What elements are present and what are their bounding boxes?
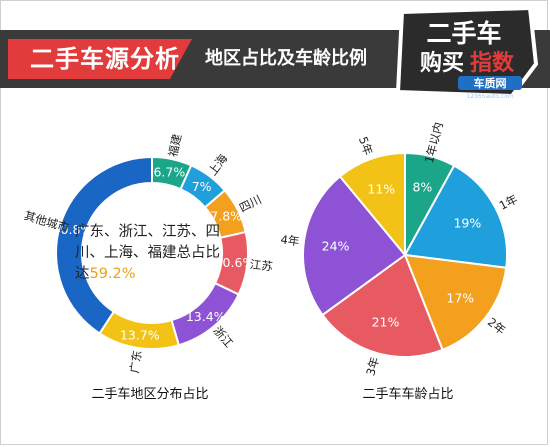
age-slice-4 bbox=[302, 174, 407, 317]
donut-center-note: 广东、浙江、江苏、四川、上海、福建总占比达59.2% bbox=[75, 222, 225, 285]
title-banner bbox=[8, 39, 192, 79]
region-slice-6 bbox=[55, 155, 153, 335]
region-value-label-6: 40.8% bbox=[53, 222, 93, 237]
age-value-label-5: 11% bbox=[367, 182, 395, 197]
age-slice-2 bbox=[403, 253, 508, 352]
region-chart-caption: 二手车地区分布占比 bbox=[91, 387, 209, 402]
age-category-label-0: 1年以内 bbox=[422, 121, 446, 165]
age-category-label-1: 1年 bbox=[497, 192, 520, 213]
age-value-label-0: 8% bbox=[412, 180, 432, 195]
region-category-label-0: 福建 bbox=[166, 132, 185, 158]
age-category-label-4: 4年 bbox=[280, 232, 300, 248]
age-category-label-3: 3年 bbox=[363, 355, 382, 377]
age-value-label-4: 24% bbox=[322, 239, 350, 254]
region-value-label-2: 7.8% bbox=[210, 208, 242, 223]
age-value-label-2: 17% bbox=[446, 290, 474, 305]
region-category-label-1: 上海 bbox=[205, 151, 230, 178]
logo-text-top: 二手车 bbox=[426, 19, 501, 48]
region-value-label-1: 7% bbox=[192, 179, 212, 194]
logo-text-buy: 购买 bbox=[420, 50, 464, 76]
region-category-label-4: 浙江 bbox=[210, 324, 236, 351]
center-note-text: 广东、浙江、江苏、四川、上海、福建总占比达 bbox=[75, 224, 220, 282]
page-subtitle: 地区占比及车龄比例 bbox=[205, 48, 367, 69]
age-slice-1 bbox=[403, 164, 508, 269]
logo-brand-text: 车质网 bbox=[474, 76, 507, 90]
logo-brand-tag bbox=[458, 76, 522, 90]
age-pie-chart: 8% 1年以内 19% 1年 17% 2年 21% 3年 24% 4年 11% 5年 bbox=[280, 121, 520, 378]
region-donut-chart: 6.7% 福建 7%上海 7.8%四川 10.6%江苏 13.4%浙江 13.7% 广东 40.… bbox=[23, 132, 274, 374]
region-category-label-3: 江苏 bbox=[249, 257, 273, 274]
region-value-label-4: 13.4% bbox=[186, 309, 226, 324]
center-note-highlight: 59.2% bbox=[89, 266, 136, 282]
logo-badge-shape bbox=[395, 5, 539, 99]
region-value-label-0: 6.7% bbox=[153, 164, 185, 179]
logo-site-text: 12365auto.com bbox=[466, 93, 513, 100]
region-category-label-2: 四川 bbox=[237, 192, 264, 215]
age-category-label-2: 2年 bbox=[485, 315, 508, 338]
age-chart-caption: 二手车车龄占比 bbox=[362, 387, 454, 402]
brand-logo: 二手车 购买 指数 车质网 12365auto.com bbox=[395, 5, 539, 100]
region-category-label-5: 广东 bbox=[127, 349, 144, 374]
age-slice-5 bbox=[338, 151, 406, 258]
logo-text-index: 指数 bbox=[470, 50, 515, 76]
age-value-label-3: 21% bbox=[372, 315, 400, 330]
age-category-label-5: 5年 bbox=[356, 135, 376, 157]
age-slice-3 bbox=[321, 253, 444, 358]
region-value-label-5: 13.7% bbox=[120, 328, 160, 343]
region-category-label-6: 其他城市 bbox=[23, 208, 71, 235]
region-value-label-3: 10.6% bbox=[215, 255, 255, 270]
page-title: 二手车源分析 bbox=[30, 45, 180, 73]
age-value-label-1: 19% bbox=[453, 216, 481, 231]
